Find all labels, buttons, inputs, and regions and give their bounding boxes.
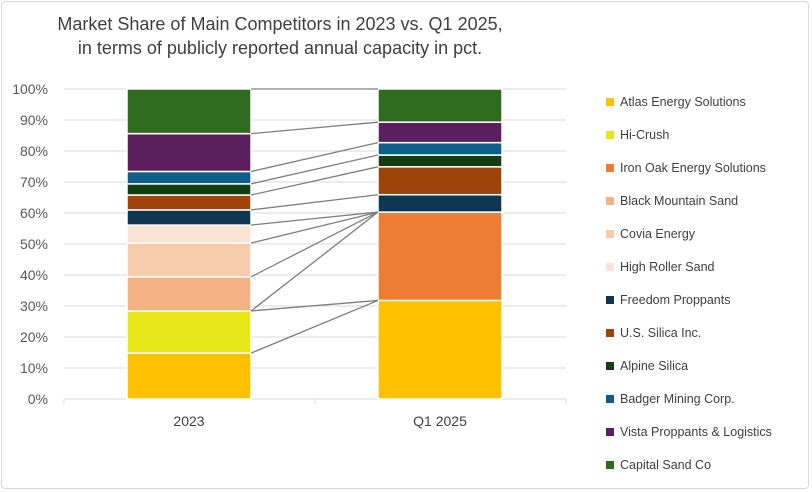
legend-label: Badger Mining Corp. [620, 392, 735, 406]
bar-segment [377, 166, 503, 196]
bar-segment [126, 310, 252, 354]
legend-label: High Roller Sand [620, 260, 715, 274]
legend-item: Black Mountain Sand [606, 192, 738, 210]
legend-swatch [606, 230, 614, 238]
legend-item: High Roller Sand [606, 258, 715, 276]
bar-segment [377, 154, 503, 168]
y-tick-label: 40% [20, 267, 48, 283]
legend-item: Badger Mining Corp. [606, 390, 735, 408]
legend-item: Freedom Proppants [606, 291, 730, 309]
legend-item: Vista Proppants & Logistics [606, 423, 772, 441]
y-tick-label: 50% [20, 236, 48, 252]
legend-swatch [606, 164, 614, 172]
series-connector-line [250, 211, 379, 278]
bar-segment [126, 170, 252, 185]
legend-swatch [606, 296, 614, 304]
y-tick-label: 70% [20, 174, 48, 190]
bar-segment [126, 242, 252, 278]
legend-swatch [606, 428, 614, 436]
legend-swatch [606, 98, 614, 106]
bar-segment [126, 183, 252, 196]
legend-swatch [606, 263, 614, 271]
legend-label: U.S. Silica Inc. [620, 326, 702, 340]
bar-segment [377, 88, 503, 123]
legend-item: Hi-Crush [606, 126, 669, 144]
series-connector-line [250, 121, 379, 135]
legend-label: Capital Sand Co [620, 458, 712, 472]
bar-segment [126, 224, 252, 244]
series-connector-line [250, 154, 379, 185]
legend-label: Atlas Energy Solutions [620, 95, 746, 109]
chart-title: Market Share of Main Competitors in 2023… [20, 12, 540, 60]
bar-segment [377, 121, 503, 144]
bar-segment [377, 299, 503, 400]
series-connector-line [250, 299, 379, 312]
y-tick-label: 10% [20, 360, 48, 376]
series-connector-line [250, 194, 379, 211]
legend-label: Freedom Proppants [620, 293, 731, 307]
legend-label: Vista Proppants & Logistics [620, 425, 772, 439]
y-tick-label: 20% [20, 329, 48, 345]
legend-item: Alpine Silica [606, 357, 688, 375]
series-connector-line [250, 211, 379, 312]
legend-swatch [606, 395, 614, 403]
legend-label: Hi-Crush [620, 128, 670, 142]
legend-label: Iron Oak Energy Solutions [620, 161, 766, 175]
y-tick-label: 100% [12, 81, 48, 97]
legend-swatch [606, 362, 614, 370]
bar-segment [126, 352, 252, 400]
legend-label: Alpine Silica [620, 359, 689, 373]
y-tick-label: 30% [20, 298, 48, 314]
legend-item: Atlas Energy Solutions [606, 93, 746, 111]
series-connector-line [250, 299, 379, 354]
y-tick-label: 60% [20, 205, 48, 221]
bar-segment [377, 141, 503, 156]
y-tick-label: 90% [20, 112, 48, 128]
legend-swatch [606, 461, 614, 469]
legend-swatch [606, 329, 614, 337]
series-connector-line [250, 211, 379, 244]
chart-title-line-2: in terms of publicly reported annual cap… [77, 38, 483, 58]
bar-segment [126, 88, 252, 135]
bar-segment [126, 132, 252, 173]
bar-segment [126, 209, 252, 226]
chart-title-line-1: Market Share of Main Competitors in 2023… [57, 14, 503, 34]
legend-item: Covia Energy [606, 225, 695, 243]
y-tick-label: 0% [28, 391, 48, 407]
legend-swatch [606, 131, 614, 139]
bar-segment [126, 194, 252, 211]
bar-segment [377, 211, 503, 302]
bar-segment [377, 193, 503, 213]
x-category-label: 2023 [173, 413, 204, 429]
series-connector-line [250, 166, 379, 196]
y-tick-label: 80% [20, 143, 48, 159]
legend-item: Capital Sand Co [606, 456, 711, 474]
series-connector-line [250, 141, 379, 173]
legend-label: Black Mountain Sand [620, 194, 739, 208]
bar-segment [126, 276, 252, 312]
legend-item: Iron Oak Energy Solutions [606, 159, 766, 177]
x-category-label: Q1 2025 [413, 413, 467, 429]
legend-item: U.S. Silica Inc. [606, 324, 701, 342]
legend-swatch [606, 197, 614, 205]
legend-label: Covia Energy [620, 227, 696, 241]
series-connector-line [250, 211, 379, 226]
